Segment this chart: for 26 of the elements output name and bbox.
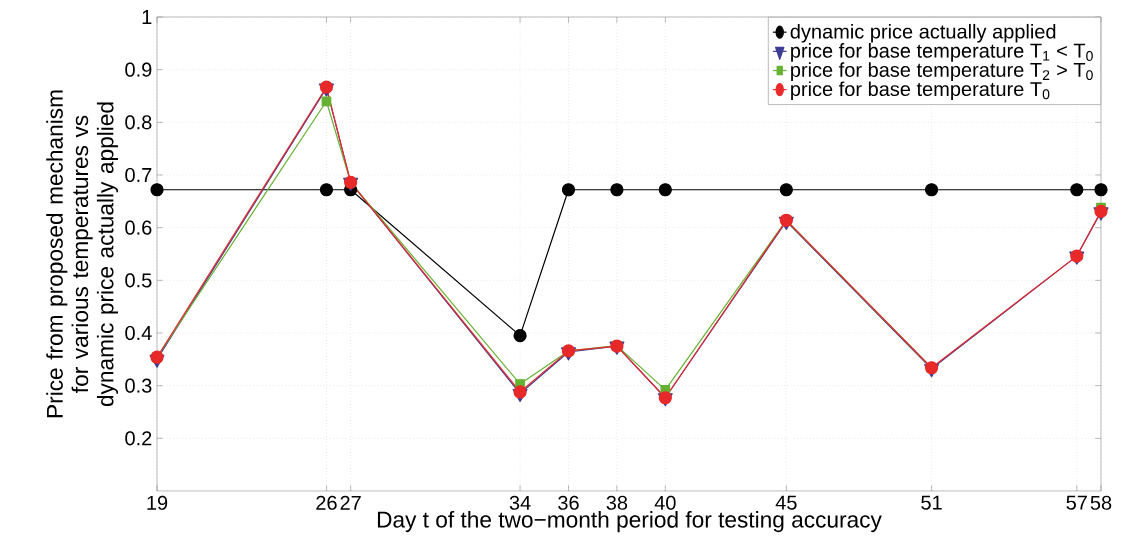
y-tick-label: 0.5 xyxy=(125,273,152,288)
y-tick-label: 0.7 xyxy=(125,167,152,183)
x-axis-title: Day t of the two−month period for testing accuracy xyxy=(377,511,882,533)
y-tick-label: 0.3 xyxy=(125,378,152,393)
y-tick-label: 1 xyxy=(142,10,152,24)
legend-label: price for base temperature T$_{2}$ > T$_{0}$ xyxy=(791,62,1093,81)
y-tick-label: 0.6 xyxy=(125,220,152,235)
y-tick-label: 0.8 xyxy=(125,115,152,130)
x-tick-label: 19 xyxy=(147,495,168,510)
legend-label: price for base temperature T$_{0}$ xyxy=(791,81,1050,101)
x-tick-label: 40 xyxy=(654,495,676,510)
x-tick-label: 38 xyxy=(606,495,628,510)
x-tick-label: 36 xyxy=(558,495,579,510)
legend-label: price for base temperature T$_{1}$ < T$_{0}$ xyxy=(791,43,1093,62)
x-tick-label: 58 xyxy=(1090,495,1112,510)
y-axis-title: Price from proposed mechanism for various temperatures vs dynamic price actually applied xyxy=(46,90,119,418)
y-tick-label: 0.4 xyxy=(125,325,152,341)
x-tick-label: 45 xyxy=(775,495,797,510)
x-tick-label: 26 xyxy=(316,495,337,510)
x-tick-label: 34 xyxy=(509,495,531,510)
x-tick-label: 51 xyxy=(921,495,942,510)
x-tick-label: 27 xyxy=(340,495,361,510)
y-tick-label: 0.2 xyxy=(125,431,152,446)
legend-label: dynamic price actually applied xyxy=(790,23,1056,43)
y-tick-label: 0.9 xyxy=(125,62,152,77)
x-tick-label: 57 xyxy=(1066,495,1087,510)
